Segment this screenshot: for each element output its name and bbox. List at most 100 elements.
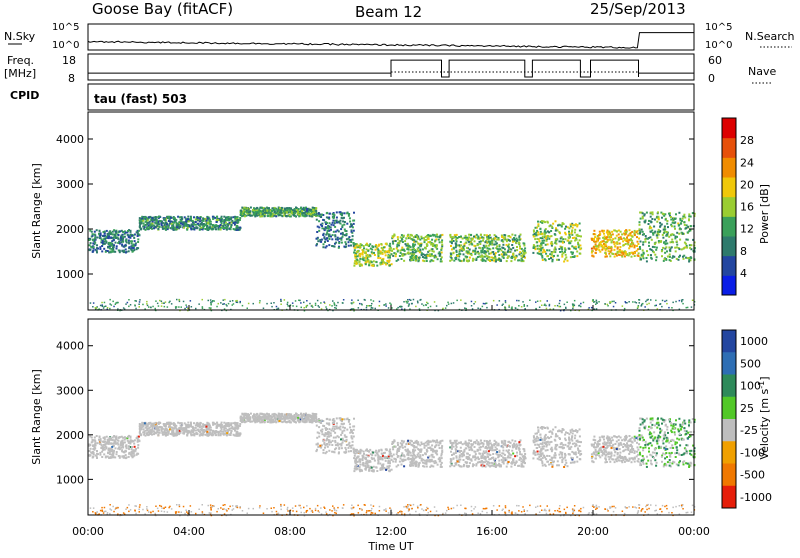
power-cell bbox=[323, 228, 325, 230]
power-cell bbox=[640, 218, 642, 220]
power-cell bbox=[574, 240, 576, 242]
power-cell bbox=[667, 256, 669, 258]
power-cell bbox=[538, 253, 540, 255]
velocity-cell bbox=[92, 445, 94, 447]
power-cell bbox=[439, 241, 441, 243]
power-cell bbox=[143, 222, 145, 224]
power-cell bbox=[683, 248, 685, 250]
velocity-cell bbox=[92, 439, 94, 441]
velocity-cell bbox=[137, 444, 139, 446]
power-cell bbox=[510, 257, 512, 259]
power-cell bbox=[411, 303, 413, 305]
power-cell bbox=[331, 305, 333, 307]
power-cell bbox=[671, 307, 673, 309]
power-cell bbox=[412, 251, 414, 253]
power-cell bbox=[550, 230, 552, 232]
power-cell bbox=[366, 305, 368, 307]
power-cell bbox=[422, 256, 424, 258]
power-cell bbox=[93, 246, 95, 248]
power-cell bbox=[284, 209, 286, 211]
velocity-cell bbox=[221, 428, 223, 430]
power-cell bbox=[114, 234, 116, 236]
power-cell bbox=[365, 259, 367, 261]
power-cell bbox=[403, 301, 405, 303]
velocity-cell bbox=[89, 450, 91, 452]
power-cell bbox=[543, 249, 545, 251]
power-cell bbox=[429, 241, 431, 243]
power-cell bbox=[641, 305, 643, 307]
power-cell bbox=[642, 244, 644, 246]
power-cell bbox=[441, 247, 443, 249]
power-cell bbox=[332, 213, 334, 215]
power-cell bbox=[637, 306, 639, 308]
power-cell bbox=[551, 243, 553, 245]
power-cell bbox=[317, 226, 319, 228]
power-cell bbox=[389, 243, 391, 245]
power-cell bbox=[539, 228, 541, 230]
velocity-cell bbox=[103, 453, 105, 455]
noise-right-label: N.Search bbox=[745, 30, 795, 43]
velocity-cell bbox=[90, 448, 92, 450]
velocity-cell bbox=[227, 430, 229, 432]
power-cell bbox=[315, 303, 317, 305]
velocity-cell bbox=[116, 451, 118, 453]
power-cell bbox=[218, 303, 220, 305]
power-cell bbox=[344, 212, 346, 214]
power-cell bbox=[318, 305, 320, 307]
power-cell bbox=[579, 239, 581, 241]
power-cell bbox=[565, 308, 567, 310]
power-cell bbox=[554, 305, 556, 307]
power-cell bbox=[346, 238, 348, 240]
power-cell bbox=[467, 239, 469, 241]
power-cell bbox=[449, 235, 451, 237]
power-cell bbox=[568, 236, 570, 238]
power-cell bbox=[608, 246, 610, 248]
power-cell bbox=[407, 299, 409, 301]
velocity-cell bbox=[148, 422, 150, 424]
power-cell bbox=[175, 229, 177, 231]
power-cell bbox=[507, 235, 509, 237]
power-cell bbox=[614, 256, 616, 258]
noise-panel-frame bbox=[88, 24, 694, 50]
station-title: Goose Bay (fitACF) bbox=[92, 0, 233, 18]
power-ylabel: Slant Range [km] bbox=[30, 163, 43, 259]
power-cell bbox=[412, 239, 414, 241]
velocity-cell bbox=[171, 431, 173, 433]
power-cell bbox=[672, 241, 674, 243]
power-cell bbox=[184, 308, 186, 310]
power-cell bbox=[651, 249, 653, 251]
power-cell bbox=[598, 301, 600, 303]
power-cell bbox=[107, 247, 109, 249]
power-cell bbox=[686, 307, 688, 309]
power-cell bbox=[451, 242, 453, 244]
power-cell bbox=[325, 234, 327, 236]
velocity-cell bbox=[157, 422, 159, 424]
velocity-cell bbox=[283, 421, 285, 423]
power-cell bbox=[308, 213, 310, 215]
power-cell bbox=[645, 235, 647, 237]
power-cell bbox=[397, 238, 399, 240]
power-cell bbox=[491, 259, 493, 261]
power-cell bbox=[336, 211, 338, 213]
power-cell bbox=[467, 251, 469, 253]
power-cell bbox=[152, 306, 154, 308]
power-cell bbox=[133, 237, 135, 239]
power-cell bbox=[665, 259, 667, 261]
power-cell bbox=[148, 216, 150, 218]
power-cell bbox=[639, 221, 641, 223]
power-cell bbox=[551, 235, 553, 237]
power-cell bbox=[354, 254, 356, 256]
velocity-cell bbox=[158, 429, 160, 431]
power-cell bbox=[168, 217, 170, 219]
power-cell bbox=[362, 256, 364, 258]
power-cell bbox=[417, 248, 419, 250]
power-cell bbox=[161, 224, 163, 226]
power-cell bbox=[338, 242, 340, 244]
power-cell bbox=[343, 224, 345, 226]
velocity-cell bbox=[175, 434, 177, 436]
power-scatter-layer bbox=[88, 207, 696, 312]
power-colorbar-tick: 16 bbox=[740, 201, 754, 214]
power-cell bbox=[423, 305, 425, 307]
power-cell bbox=[458, 259, 460, 261]
power-cell bbox=[650, 257, 652, 259]
